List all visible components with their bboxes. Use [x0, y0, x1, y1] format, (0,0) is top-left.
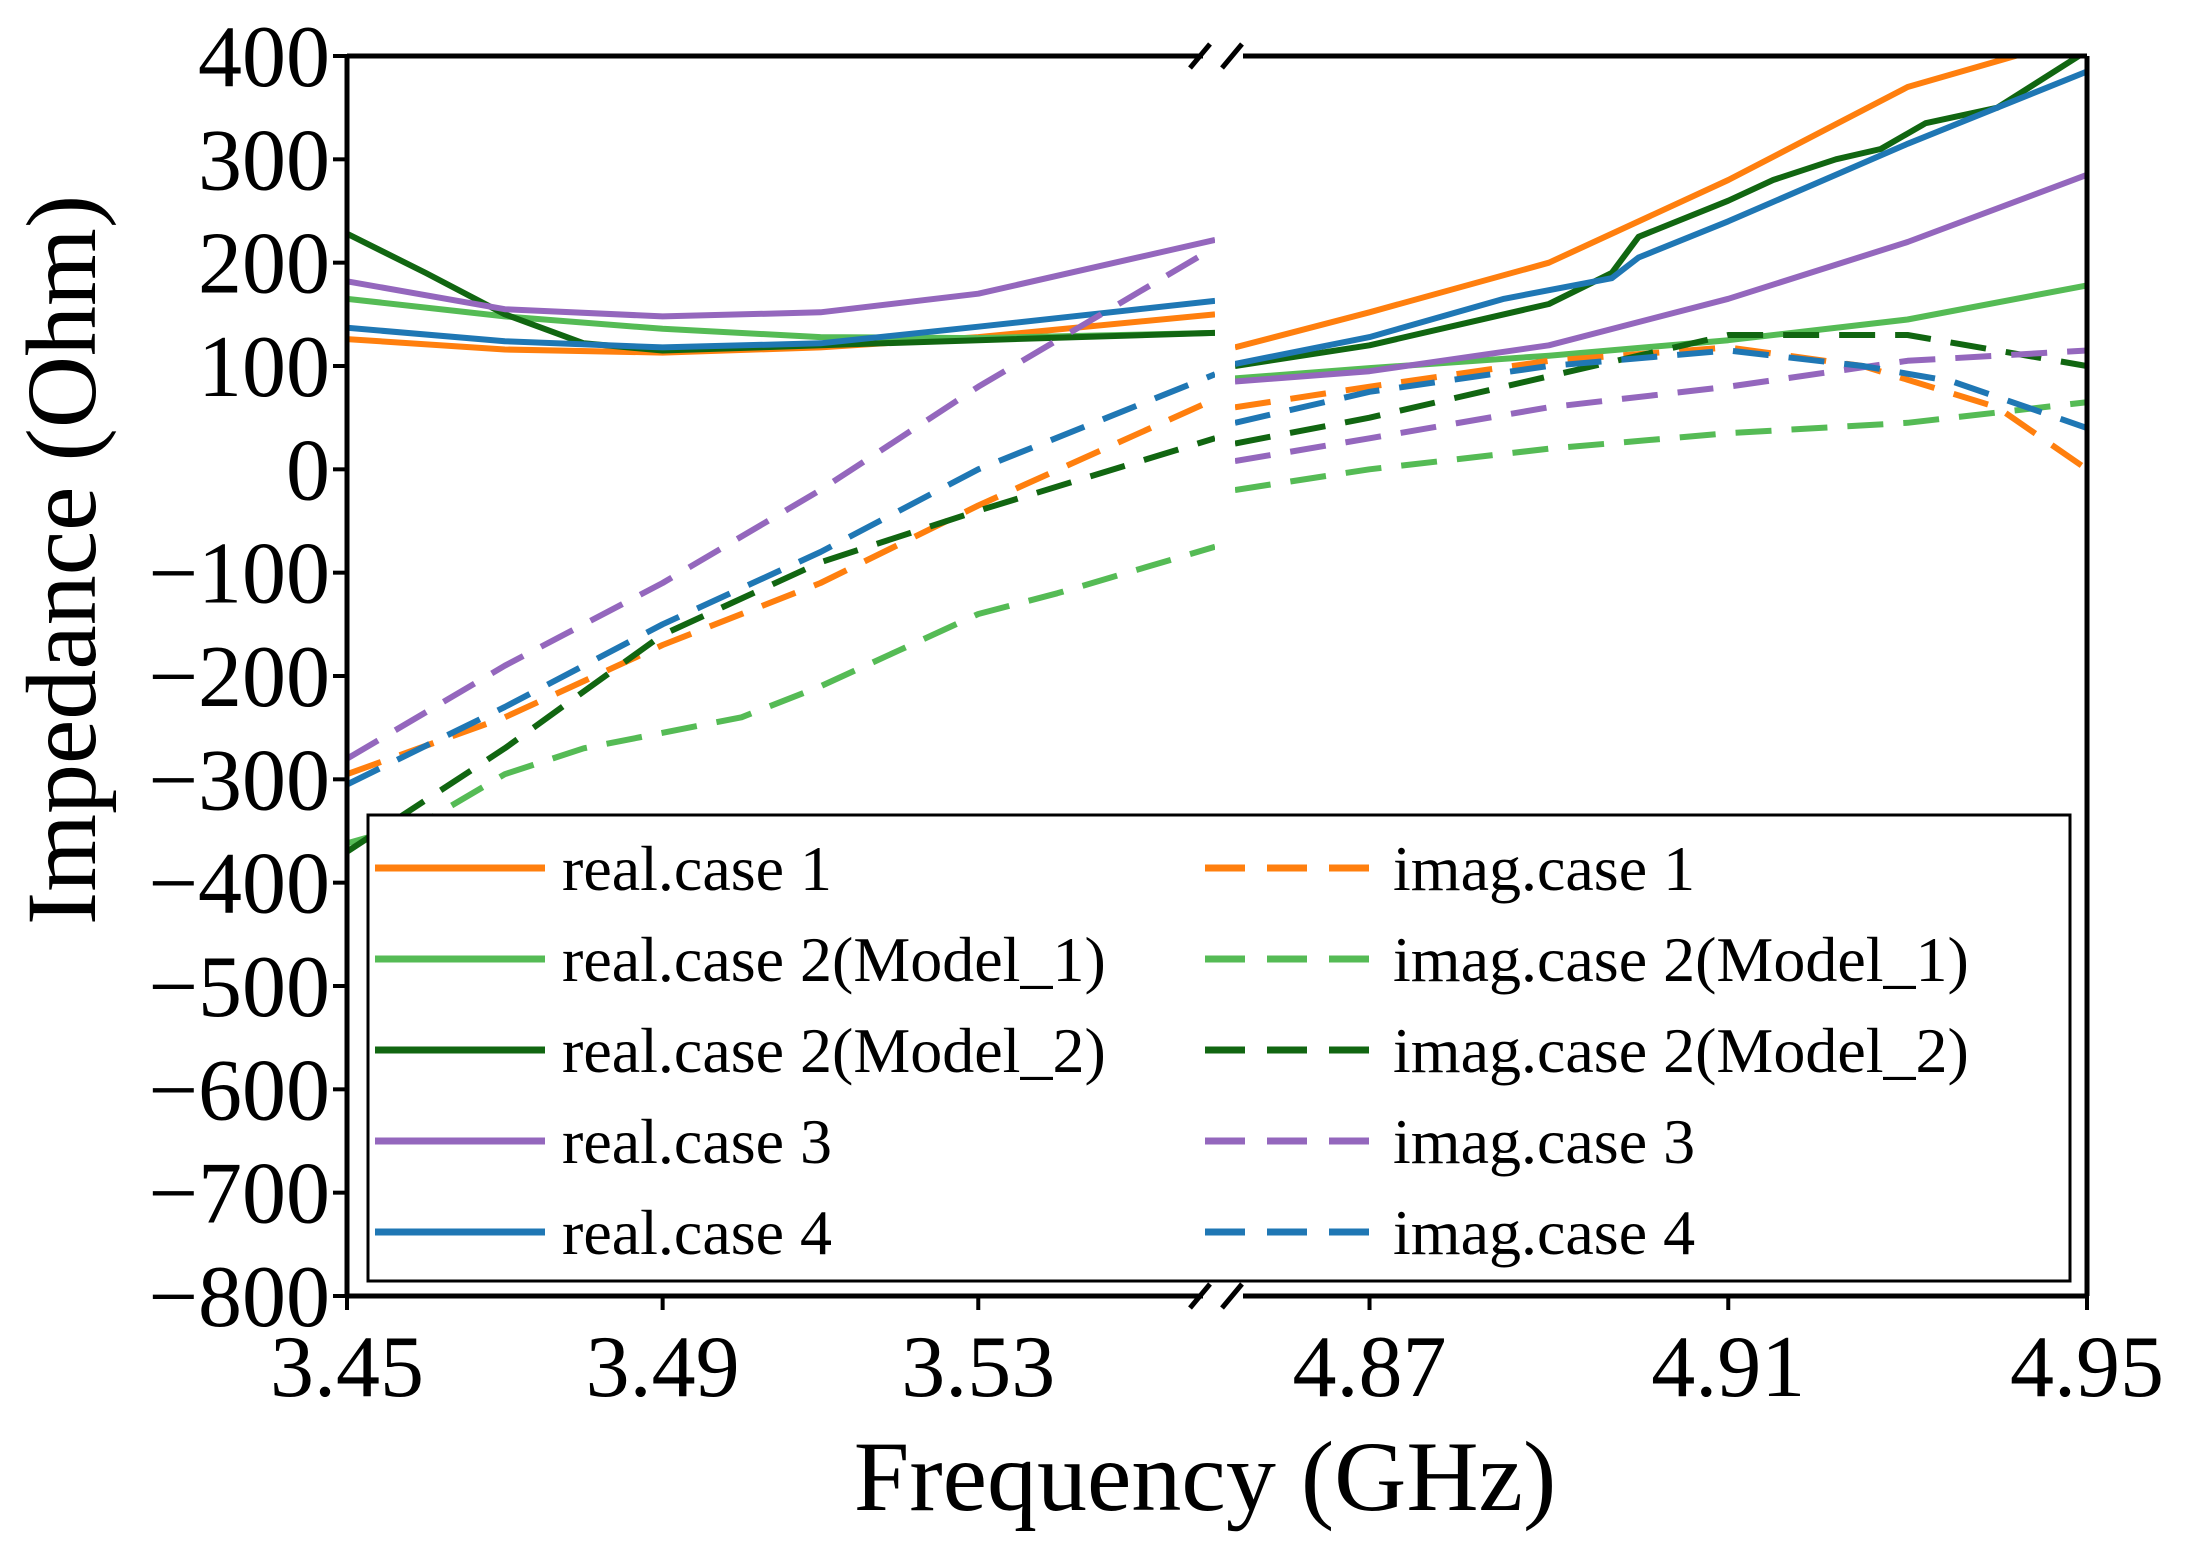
legend-label: imag.case 4 — [1393, 1197, 1695, 1268]
x-tick-label: 4.87 — [1293, 1319, 1447, 1416]
legend-label: real.case 3 — [562, 1106, 832, 1177]
x-axis-title: Frequency (GHz) — [854, 1421, 1557, 1532]
series-line-imag-case-1 — [347, 396, 1215, 778]
legend-label: real.case 4 — [562, 1197, 832, 1268]
series-line-imag-case-2-model-2- — [347, 435, 1215, 855]
legend-label: imag.case 2(Model_1) — [1393, 924, 1969, 995]
y-tick-label: 200 — [198, 216, 330, 313]
y-tick-label: −100 — [148, 526, 330, 623]
legend-label: real.case 1 — [562, 833, 832, 904]
y-tick-label: −400 — [148, 836, 330, 933]
axis-break-mark — [1220, 1282, 1244, 1310]
legend-label: imag.case 3 — [1393, 1106, 1695, 1177]
series-line-imag-case-1 — [1235, 344, 2087, 472]
series-line-imag-case-2-model-1- — [347, 543, 1215, 847]
series-line-imag-case-4 — [1235, 347, 2087, 431]
series-line-real-case-3 — [347, 236, 1215, 320]
series-line-real-case-3 — [1235, 171, 2087, 385]
x-tick-label: 3.49 — [586, 1319, 740, 1416]
legend-label: imag.case 1 — [1393, 833, 1695, 904]
y-tick-label: 0 — [286, 422, 330, 519]
x-tick-label: 3.53 — [901, 1319, 1055, 1416]
y-tick-label: −200 — [148, 629, 330, 726]
axis-break-mark — [1220, 42, 1244, 70]
x-tick-label: 4.91 — [1651, 1319, 1805, 1416]
axis-break-mark — [1188, 1282, 1212, 1310]
y-tick-label: 400 — [198, 9, 330, 106]
series-line-imag-case-2-model-1- — [1235, 399, 2087, 493]
y-tick-label: −300 — [148, 732, 330, 829]
legend-label: real.case 2(Model_2) — [562, 1015, 1106, 1086]
y-tick-label: −600 — [148, 1042, 330, 1139]
y-tick-label: −800 — [148, 1249, 330, 1346]
x-tick-label: 3.45 — [270, 1319, 424, 1416]
series-layer — [347, 56, 2087, 855]
series-line-imag-case-3 — [347, 244, 1215, 762]
x-tick-label: 4.95 — [2010, 1319, 2164, 1416]
legend-label: imag.case 2(Model_2) — [1393, 1015, 1969, 1086]
series-line-real-case-2-model-2- — [1235, 56, 2085, 369]
legend: real.case 1 real.case 2(Model_1) real.case… — [366, 813, 2072, 1283]
left-panel-series — [347, 231, 1215, 855]
legend-label: real.case 2(Model_1) — [562, 924, 1106, 995]
series-line-imag-case-4 — [347, 371, 1215, 788]
series-line-real-case-4 — [1235, 68, 2087, 367]
series-line-real-case-4 — [347, 297, 1215, 351]
y-axis-title: Impedance (Ohm) — [6, 195, 117, 925]
y-tick-label: 300 — [198, 112, 330, 209]
ticks: 4003002001000−100−200−300−400−500−600−70… — [148, 9, 2164, 1416]
right-panel-series — [1235, 56, 2087, 493]
y-tick-label: −500 — [148, 939, 330, 1036]
series-line-real-case-1 — [1235, 56, 2027, 351]
y-tick-label: −700 — [148, 1146, 330, 1243]
series-line-imag-case-3 — [1235, 347, 2087, 465]
axis-break-mark — [1188, 42, 1212, 70]
y-tick-label: 100 — [198, 319, 330, 416]
series-line-real-case-2-model-1- — [1235, 282, 2087, 382]
